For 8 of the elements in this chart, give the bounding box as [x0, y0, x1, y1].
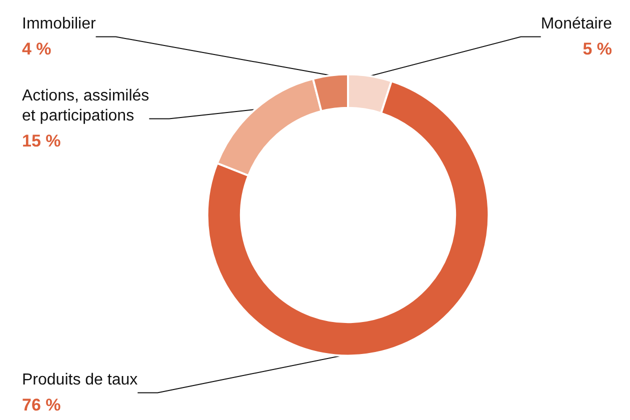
slice-label: Monétaire — [540, 16, 612, 32]
data-label: 15 % — [22, 132, 61, 150]
data-label: 5 % — [582, 40, 612, 58]
data-label: 4 % — [22, 40, 52, 58]
data-label: 76 % — [22, 396, 61, 414]
slice-label: Actions, assimilés et participations — [22, 88, 150, 124]
slice-label: Produits de taux — [22, 372, 138, 388]
slice-label: Immobilier — [22, 16, 96, 32]
